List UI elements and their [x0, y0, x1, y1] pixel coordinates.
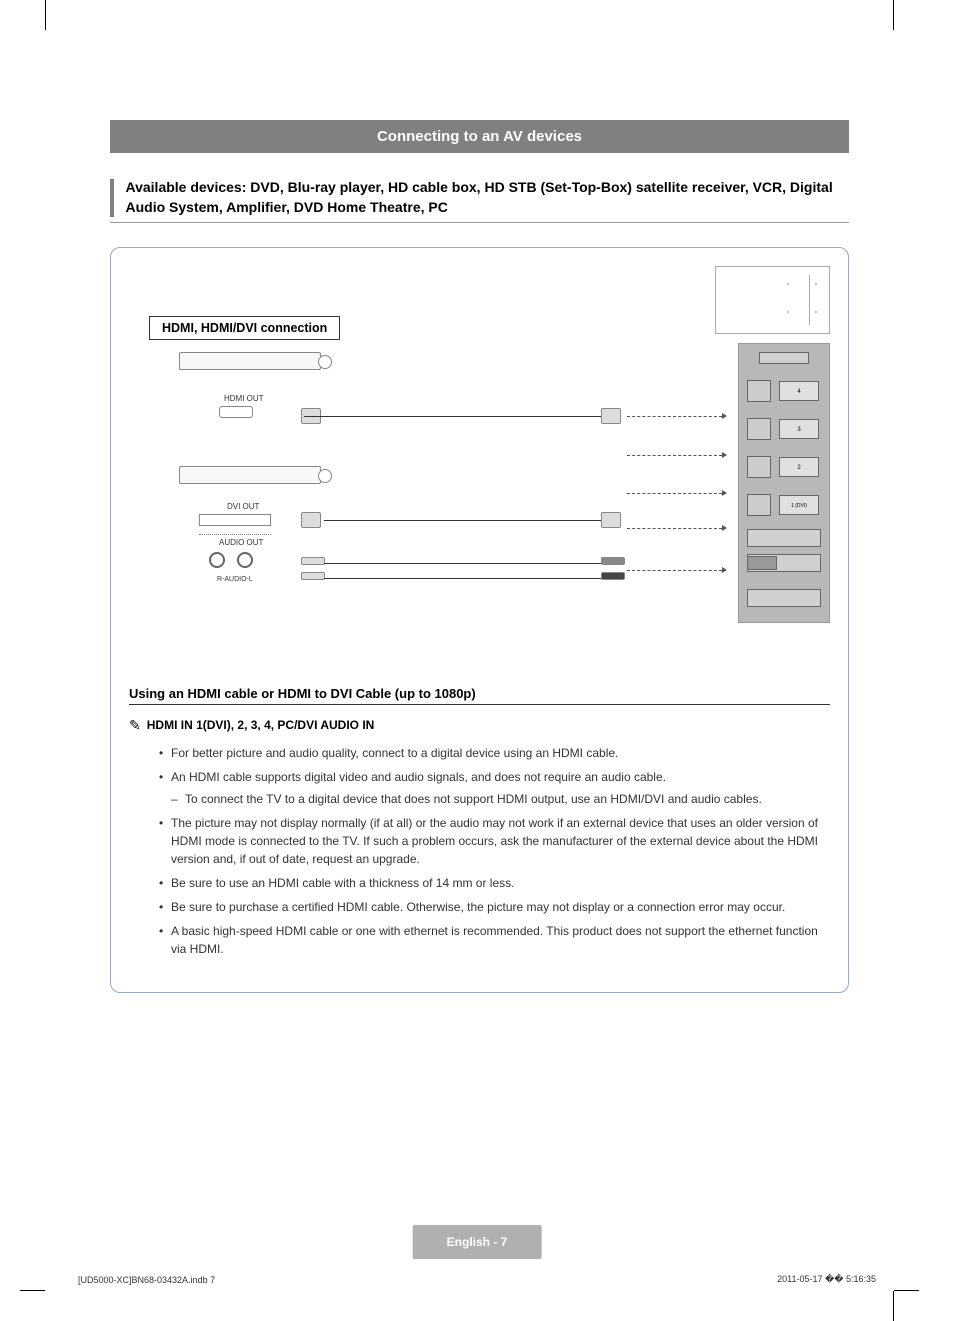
hdmi-port-icon [747, 494, 771, 516]
port-label-3: 3 [779, 419, 819, 439]
note-heading: HDMI IN 1(DVI), 2, 3, 4, PC/DVI AUDIO IN [147, 718, 375, 732]
bullet-text: An HDMI cable supports digital video and… [171, 770, 666, 784]
intro-text: Available devices: DVD, Blu-ray player, … [126, 177, 850, 218]
port-label-4: 4 [779, 381, 819, 401]
audio-cable-line [324, 563, 619, 564]
bullet-item: Be sure to purchase a certified HDMI cab… [159, 898, 830, 916]
arrow-dashed [627, 416, 722, 417]
panel-port-icon [759, 352, 809, 364]
r-audio-l-label: R-AUDIO-L [217, 576, 253, 583]
hdmi-out-label: HDMI OUT [224, 394, 264, 403]
manual-page: Connecting to an AV devices Available de… [0, 0, 954, 1321]
bullet-item: The picture may not display normally (if… [159, 814, 830, 868]
footer-timestamp: 2011-05-17 �� 5:16:35 [777, 1274, 876, 1285]
connection-diagram: HDMI, HDMI/DVI connection HDMI OUT DVI O… [129, 268, 830, 668]
hdmi-connector-icon [601, 512, 621, 528]
panel-row [747, 529, 821, 547]
audio-out-label: AUDIO OUT [219, 538, 263, 547]
bullet-item: For better picture and audio quality, co… [159, 744, 830, 762]
bullet-item: A basic high-speed HDMI cable or one wit… [159, 922, 830, 958]
sub-bullet-item: To connect the TV to a digital device th… [171, 790, 830, 808]
audio-plug-icon [301, 572, 325, 580]
dvi-out-port-icon [199, 514, 271, 526]
hdmi-port-icon [747, 418, 771, 440]
section-header: Connecting to an AV devices [110, 120, 849, 153]
dvi-cable-line [324, 520, 619, 521]
arrow-dashed [627, 493, 722, 494]
arrow-head-icon [722, 452, 727, 458]
hdmi-port-icon [747, 380, 771, 402]
crop-mark [45, 0, 46, 30]
bullet-list: For better picture and audio quality, co… [129, 744, 830, 958]
note-line: ✎ HDMI IN 1(DVI), 2, 3, 4, PC/DVI AUDIO … [129, 717, 830, 734]
hdmi-connector-icon [601, 408, 621, 424]
crop-mark [20, 1290, 45, 1291]
audio-plug-icon [601, 557, 625, 565]
device-icon-dvd [179, 466, 321, 484]
arrow-head-icon [722, 490, 727, 496]
panel-row [747, 589, 821, 607]
pcdvi-audio-label [747, 556, 777, 570]
diagram-container: HDMI, HDMI/DVI connection HDMI OUT DVI O… [110, 247, 849, 993]
arrow-dashed [627, 455, 722, 456]
tv-back-panel: 4 3 2 1 (DVI) [738, 343, 830, 623]
crop-mark [893, 1291, 894, 1321]
port-label-1dvi: 1 (DVI) [779, 495, 819, 515]
audio-cable-line [324, 578, 619, 579]
audio-jack-r-icon [209, 552, 225, 568]
page-footer-pill: English - 7 [413, 1225, 542, 1259]
arrow-head-icon [722, 567, 727, 573]
audio-plug-icon [601, 572, 625, 580]
hdmi-port-icon [747, 456, 771, 478]
hdmi-cable-line [304, 416, 619, 417]
crop-mark [894, 1290, 919, 1291]
audio-plug-icon [301, 557, 325, 565]
sub-bullet-list: To connect the TV to a digital device th… [171, 790, 830, 808]
bullet-item: Be sure to use an HDMI cable with a thic… [159, 874, 830, 892]
arrow-head-icon [722, 525, 727, 531]
arrow-dashed [627, 570, 722, 571]
port-label-2: 2 [779, 457, 819, 477]
intro-marker [110, 179, 114, 217]
arrow-head-icon [722, 413, 727, 419]
bullet-item: An HDMI cable supports digital video and… [159, 768, 830, 808]
hdmi-out-port-icon [219, 406, 253, 418]
dvi-out-label: DVI OUT [227, 502, 259, 511]
tv-outline-icon [715, 266, 830, 334]
subheading: Using an HDMI cable or HDMI to DVI Cable… [129, 686, 830, 705]
pencil-note-icon: ✎ [129, 717, 141, 734]
footer-doc-id: [UD5000-XC]BN68-03432A.indb 7 [78, 1275, 215, 1285]
arrow-dashed [627, 528, 722, 529]
device-icon-bluray [179, 352, 321, 370]
connection-type-label: HDMI, HDMI/DVI connection [149, 316, 340, 340]
dvi-connector-icon [301, 512, 321, 528]
intro-block: Available devices: DVD, Blu-ray player, … [110, 177, 849, 223]
divider-dotted [199, 534, 271, 535]
crop-mark [893, 0, 894, 30]
audio-jack-l-icon [237, 552, 253, 568]
